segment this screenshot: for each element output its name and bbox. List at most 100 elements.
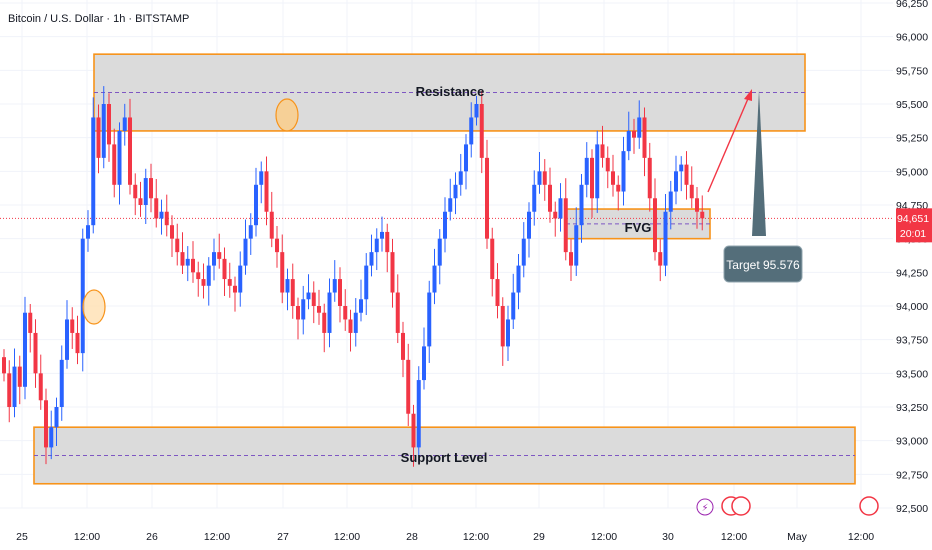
candle (658, 239, 663, 282)
candle-body (154, 198, 159, 219)
candle (411, 404, 416, 467)
candle (443, 197, 447, 253)
candle-body (338, 279, 342, 306)
candle (343, 289, 348, 331)
candle (679, 156, 684, 192)
candle (154, 179, 159, 228)
candle-body (275, 238, 279, 253)
event-icons: ⚡ (696, 496, 879, 516)
candle-body (12, 366, 17, 407)
candle (668, 180, 673, 230)
candle-body (474, 104, 479, 118)
candle-body (201, 279, 206, 286)
price-tick-label: 93,500 (896, 368, 928, 380)
candle-body (595, 144, 600, 199)
candle-body (311, 292, 316, 306)
candle (516, 254, 521, 310)
candle (259, 161, 264, 204)
candle (621, 136, 626, 206)
candle (563, 178, 568, 261)
price-tick-label: 96,000 (896, 32, 928, 44)
candle-body (180, 252, 185, 266)
candle (479, 90, 484, 174)
time-axis[interactable]: 25 12:00 26 12:00 27 12:00 28 12:00 29 12:00 30 12:… (16, 531, 874, 543)
candle-body (605, 157, 610, 172)
candle-body (511, 292, 516, 320)
candle (86, 210, 90, 252)
candle-body (164, 211, 169, 226)
candle-body (632, 130, 636, 138)
candle (201, 263, 206, 299)
lightning-event-icon[interactable] (696, 498, 714, 516)
candle (65, 300, 69, 369)
candle (227, 262, 232, 298)
price-tick-label: 94,000 (896, 301, 928, 313)
candle-body (243, 238, 248, 266)
candle (611, 154, 615, 197)
candle (569, 239, 573, 281)
candle-body (684, 164, 689, 185)
time-tick-label: 29 (533, 531, 545, 543)
candle (689, 166, 694, 209)
candle-body (227, 279, 232, 286)
candle-body (453, 184, 458, 199)
candle (175, 223, 180, 266)
candle (427, 280, 432, 363)
candle (112, 128, 117, 198)
candle-body (658, 252, 663, 266)
price-tick-label: 96,250 (896, 0, 928, 10)
candle-body (285, 279, 290, 293)
candle (448, 178, 453, 221)
price-tick-label: 92,500 (896, 503, 928, 515)
candle (243, 219, 248, 275)
price-tick-label: 95,250 (896, 133, 928, 145)
candle (584, 142, 589, 198)
us-flag-event-icon[interactable] (731, 496, 751, 516)
candle-body (521, 238, 526, 266)
candle-body (679, 164, 684, 172)
candle (143, 168, 148, 224)
candle-body (674, 171, 678, 192)
candle-body (170, 225, 174, 239)
candle-body (653, 198, 657, 253)
price-axis[interactable]: 96,25096,00095,75095,50095,25095,00094,7… (896, 0, 928, 515)
candle (317, 289, 321, 325)
candle (275, 226, 279, 268)
candle (374, 228, 379, 271)
candle-body (621, 151, 626, 192)
support-label: Support Level (401, 450, 488, 465)
candle-body (196, 272, 201, 280)
candle-body (233, 285, 237, 293)
candle (49, 410, 54, 460)
candle-body (469, 117, 474, 145)
target-label: Target 95.576 (726, 258, 800, 272)
annotations: Target 95.576 Resistance Support Level F… (82, 84, 803, 465)
candle-body (65, 319, 69, 360)
candle-body (600, 144, 605, 158)
candle (296, 297, 300, 340)
time-tick-label: 26 (146, 531, 158, 543)
candle (122, 103, 127, 146)
time-tick-label: 12:00 (204, 531, 230, 543)
candle-body (516, 265, 521, 293)
candle (180, 232, 185, 274)
candle-body (296, 306, 300, 320)
candle-body (17, 366, 22, 387)
candle (700, 195, 705, 231)
candle (96, 104, 101, 174)
candle-body (112, 144, 117, 185)
candle-body (306, 292, 311, 300)
target-box[interactable] (723, 245, 803, 283)
target-arrow (707, 93, 751, 193)
candle-body (217, 252, 222, 259)
candle-body (574, 225, 579, 266)
candle (574, 207, 579, 276)
candle (185, 246, 190, 282)
candle-body (406, 359, 411, 414)
candle (674, 155, 678, 205)
us-flag-event-icon[interactable] (859, 496, 879, 516)
candle-body (44, 400, 48, 448)
candle (527, 202, 531, 258)
